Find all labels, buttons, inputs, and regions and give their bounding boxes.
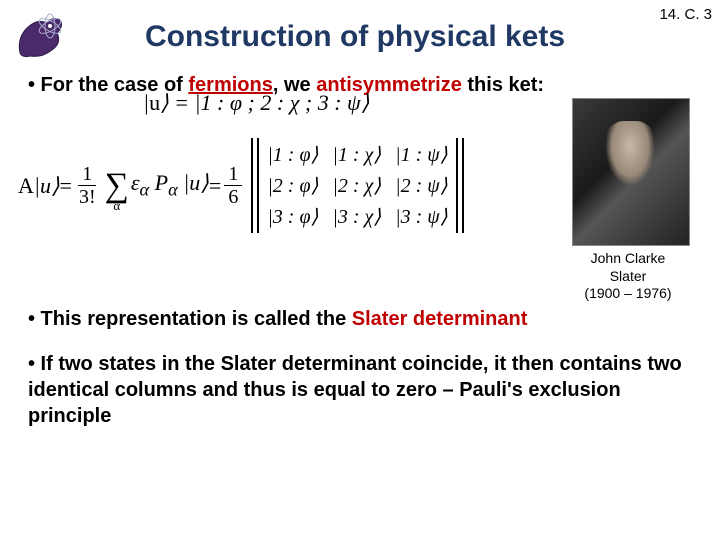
- lhs: A|u⟩: [18, 173, 60, 199]
- det-cell: |2 : ψ⟩: [395, 173, 447, 198]
- equals: =: [209, 173, 221, 199]
- sum-symbol: ∑ α: [105, 159, 129, 212]
- bullet-pauli: • If two states in the Slater determinan…: [28, 351, 692, 429]
- ket-definition: |u⟩ = |1 : φ ; 2 : χ ; 3 : ψ⟩: [143, 90, 369, 116]
- bullet-slater: • This representation is called the Slat…: [28, 308, 692, 331]
- fraction-1: 1 3!: [75, 163, 100, 208]
- caption-name: Slater: [610, 268, 647, 284]
- fraction-2: 1 6: [224, 163, 242, 208]
- det-cell: |3 : φ⟩: [267, 204, 318, 229]
- equation-area: |u⟩ = |1 : φ ; 2 : χ ; 3 : ψ⟩ A|u⟩ = 1 3…: [28, 98, 692, 268]
- text: • This representation is called the: [28, 308, 352, 330]
- det-cell: |3 : ψ⟩: [395, 204, 447, 229]
- caption-years: (1900 – 1976): [584, 285, 671, 301]
- photo-caption: John Clarke Slater (1900 – 1976): [568, 250, 688, 303]
- denominator: 3!: [75, 186, 100, 208]
- det-cell: |2 : χ⟩: [332, 173, 381, 198]
- caption-name: John Clarke: [591, 250, 666, 266]
- main-equation: A|u⟩ = 1 3! ∑ α εα Pα |u⟩ = 1 6 |1 : φ⟩: [18, 138, 466, 233]
- det-cell: |1 : ψ⟩: [395, 142, 447, 167]
- logo-icon: [12, 8, 72, 63]
- determinant: |1 : φ⟩ |1 : χ⟩ |1 : ψ⟩ |2 : φ⟩ |2 : χ⟩ …: [249, 138, 465, 233]
- slide-number: 14. C. 3: [659, 6, 712, 23]
- det-cell: |1 : χ⟩: [332, 142, 381, 167]
- content-area: • For the case of fermions, we antisymme…: [0, 54, 720, 429]
- sum-body: εα Pα |u⟩: [131, 170, 209, 200]
- det-cell: |3 : χ⟩: [332, 204, 381, 229]
- equals: =: [60, 173, 72, 199]
- denominator: 6: [224, 186, 242, 208]
- det-cell: |1 : φ⟩: [267, 142, 318, 167]
- slater-determinant-word: Slater determinant: [352, 308, 528, 330]
- numerator: 1: [78, 163, 96, 186]
- det-cell: |2 : φ⟩: [267, 173, 318, 198]
- sum-subscript: α: [113, 199, 120, 212]
- numerator: 1: [224, 163, 242, 186]
- slide-title: Construction of physical kets: [50, 0, 660, 54]
- text: this ket:: [462, 74, 544, 96]
- slater-photo: [572, 98, 690, 246]
